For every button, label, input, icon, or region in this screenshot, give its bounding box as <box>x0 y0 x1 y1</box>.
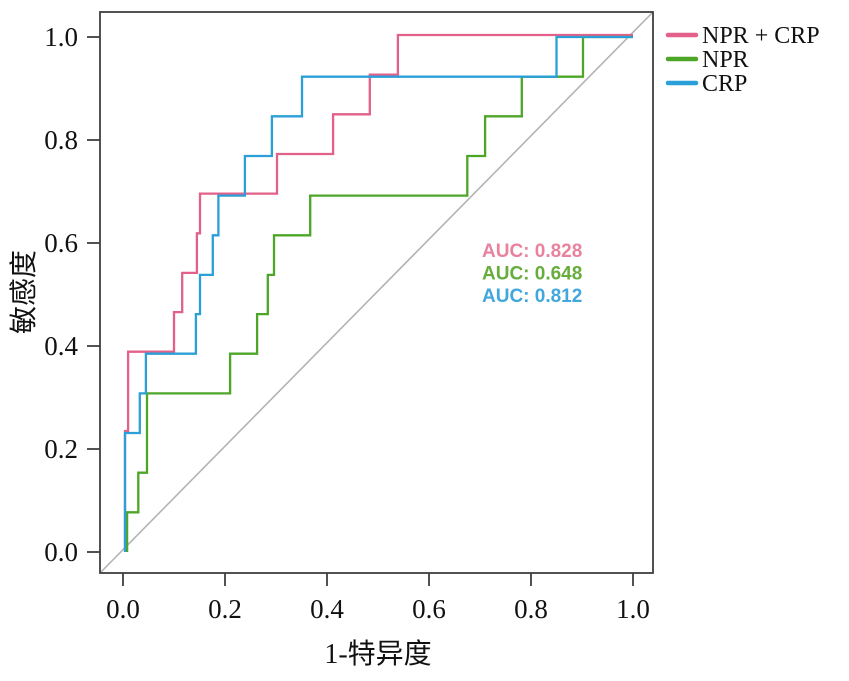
legend-label-crp: CRP <box>702 71 747 97</box>
plot-box <box>99 11 654 574</box>
auc-annotation-3: AUC: 0.812 <box>482 286 582 307</box>
curves-group <box>123 33 633 552</box>
y-axis-label: 敏感度 <box>8 250 40 334</box>
legend-label-npr: NPR <box>702 47 749 73</box>
auc-annotation-1: AUC: 0.828 <box>482 241 582 262</box>
y-tick-label: 0.0 <box>44 537 78 567</box>
roc-curve-npr-crp <box>123 33 633 550</box>
y-tick-label: 0.4 <box>44 331 78 361</box>
chance-diagonal-line <box>99 11 654 574</box>
y-tick-label: 1.0 <box>44 22 78 52</box>
x-axis-label: 1-特异度 <box>324 638 431 670</box>
roc-curve-crp <box>123 35 633 552</box>
plot-box-group <box>99 11 654 574</box>
y-tick-label: 0.6 <box>44 228 78 258</box>
x-tick-label: 0.0 <box>106 594 140 624</box>
legend-label-npr-crp: NPR + CRP <box>702 23 820 49</box>
x-tick-label: 0.4 <box>310 594 344 624</box>
x-tick-label: 0.6 <box>412 594 446 624</box>
y-tick-label: 0.8 <box>44 125 78 155</box>
x-tick-label: 0.8 <box>514 594 548 624</box>
y-tick-label: 0.2 <box>44 434 78 464</box>
diagonal-group <box>99 11 654 574</box>
x-tick-label: 0.2 <box>208 594 242 624</box>
axes-group: 0.0 0.2 0.4 0.6 0.8 1.0 0.0 0.2 0.4 0.6 0.8 1.0 <box>44 22 650 624</box>
x-tick-label: 1.0 <box>616 594 650 624</box>
roc-curve-npr <box>125 35 633 552</box>
auc-annotation-2: AUC: 0.648 <box>482 264 582 285</box>
